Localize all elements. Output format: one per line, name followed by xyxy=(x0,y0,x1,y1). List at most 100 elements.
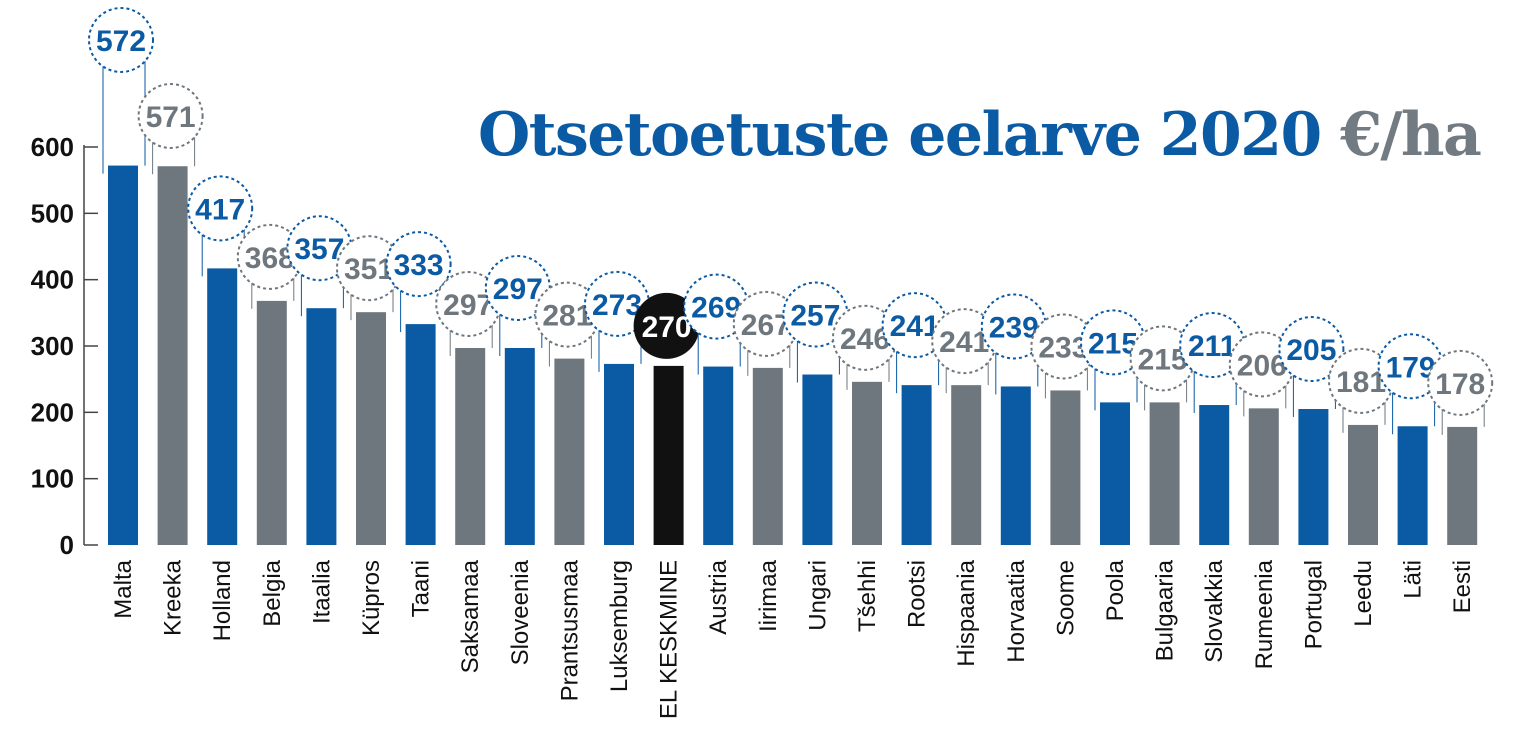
bar-iirimaa xyxy=(752,367,783,545)
bar-leedu xyxy=(1348,424,1378,545)
value-bubble xyxy=(1427,349,1494,416)
x-axis-labels: Malta Kreeka Holland Belgia Itaalia Küpros Taa… xyxy=(110,559,1476,719)
value-bubble xyxy=(385,231,452,298)
x-tick-label: Rootsi xyxy=(904,560,931,628)
value-label: 246 xyxy=(840,323,890,356)
value-label: 211 xyxy=(1188,330,1236,363)
value-label: 333 xyxy=(394,249,444,282)
value-label: 205 xyxy=(1286,334,1336,367)
y-tick-label: 500 xyxy=(31,198,74,228)
bar-luksemburg xyxy=(604,363,634,545)
value-label: 215 xyxy=(1088,327,1138,360)
bar-kreeka xyxy=(157,166,188,545)
x-tick-label: Malta xyxy=(110,559,137,618)
value-label: 178 xyxy=(1435,368,1485,401)
value-label: 267 xyxy=(741,309,791,342)
value-label: 297 xyxy=(443,289,493,322)
x-tick-label: Portugal xyxy=(1300,560,1327,649)
value-label: 233 xyxy=(1038,331,1088,364)
value-label: 206 xyxy=(1237,349,1287,382)
bar-bulgaaria xyxy=(1149,402,1180,545)
bar-hispaania xyxy=(951,385,982,545)
bar-läti xyxy=(1397,426,1428,545)
bar-portugal xyxy=(1298,409,1329,545)
x-tick-label: EL KESKMINE xyxy=(656,560,683,719)
x-tick-label: Eesti xyxy=(1449,560,1476,613)
bar-eesti xyxy=(1447,426,1478,545)
bar-slovakkia xyxy=(1199,405,1230,545)
x-tick-label: Hispaania xyxy=(953,559,980,666)
value-label: 181 xyxy=(1336,366,1386,399)
chart-title-main: Otsetoetuste eelarve 2020 xyxy=(478,100,1322,170)
bar-tšehhi xyxy=(852,381,882,545)
x-tick-label: Ungari xyxy=(804,560,831,631)
bar-el-keskmine xyxy=(653,365,684,545)
x-tick-label: Itaalia xyxy=(308,559,335,624)
value-label: 179 xyxy=(1386,351,1436,384)
bar-prantsusmaa xyxy=(554,358,585,545)
bar-horvaatia xyxy=(1000,386,1031,545)
x-tick-label: Kreeka xyxy=(160,559,187,636)
value-bubble xyxy=(187,175,254,242)
value-label: 239 xyxy=(989,311,1039,344)
x-tick-label: Soome xyxy=(1052,560,1079,636)
chart-title: Otsetoetuste eelarve 2020 €/ha xyxy=(478,100,1482,170)
bar-austria xyxy=(703,366,734,545)
bar-küpros xyxy=(356,312,386,545)
value-label: 368 xyxy=(245,242,295,275)
bar-rumeenia xyxy=(1248,408,1279,545)
x-tick-label: Austria xyxy=(705,559,732,634)
y-tick-label: 600 xyxy=(31,132,74,162)
value-label: 273 xyxy=(592,289,642,322)
value-label: 351 xyxy=(344,253,394,286)
value-label: 270 xyxy=(642,311,692,344)
x-tick-label: Belgia xyxy=(259,559,286,626)
value-label: 241 xyxy=(890,310,940,343)
value-label: 281 xyxy=(542,300,592,333)
x-tick-label: Tšehhi xyxy=(854,560,881,632)
x-tick-label: Luksemburg xyxy=(606,560,633,692)
value-bubble-highlight xyxy=(633,292,700,359)
bar-soome xyxy=(1050,390,1081,545)
y-tick-label: 400 xyxy=(31,265,74,295)
value-label: 257 xyxy=(790,300,840,333)
bar-rootsi xyxy=(901,385,932,545)
value-label: 269 xyxy=(691,292,741,325)
bar-holland xyxy=(207,268,238,545)
value-label: 357 xyxy=(294,233,344,266)
bar-itaalia xyxy=(306,308,337,545)
y-axis: 0 100 200 300 400 500 600 xyxy=(31,132,98,560)
x-tick-label: Iirimaa xyxy=(755,559,782,632)
bar-sloveenia xyxy=(504,347,535,545)
x-tick-label: Saksamaa xyxy=(457,559,484,673)
x-tick-label: Poola xyxy=(1102,559,1129,621)
x-tick-label: Sloveenia xyxy=(507,559,534,665)
bar-belgia xyxy=(256,300,287,545)
value-label: 241 xyxy=(939,326,989,359)
bar-saksamaa xyxy=(455,347,486,545)
value-bubble xyxy=(88,7,154,73)
bar-poola xyxy=(1100,402,1130,545)
chart-title-unit: €/ha xyxy=(1340,100,1482,170)
x-tick-label: Läti xyxy=(1400,560,1427,599)
x-tick-label: Prantsusmaa xyxy=(556,559,583,701)
x-tick-label: Küpros xyxy=(358,560,385,636)
y-tick-label: 200 xyxy=(31,397,74,427)
x-tick-label: Rumeenia xyxy=(1251,559,1278,669)
y-tick-label: 100 xyxy=(31,464,74,494)
value-bubble xyxy=(1278,316,1345,383)
y-tick-label: 300 xyxy=(31,331,74,361)
value-label: 572 xyxy=(96,25,146,58)
value-label: 571 xyxy=(146,101,196,134)
x-tick-label: Holland xyxy=(209,560,236,641)
value-label: 215 xyxy=(1138,343,1188,376)
x-tick-label: Horvaatia xyxy=(1003,559,1030,662)
value-label: 297 xyxy=(493,273,543,306)
value-label: 417 xyxy=(195,193,245,226)
bar-ungari xyxy=(802,374,833,545)
value-bubble xyxy=(137,83,204,149)
x-tick-label: Slovakkia xyxy=(1201,559,1228,662)
x-tick-label: Bulgaaria xyxy=(1152,559,1179,661)
